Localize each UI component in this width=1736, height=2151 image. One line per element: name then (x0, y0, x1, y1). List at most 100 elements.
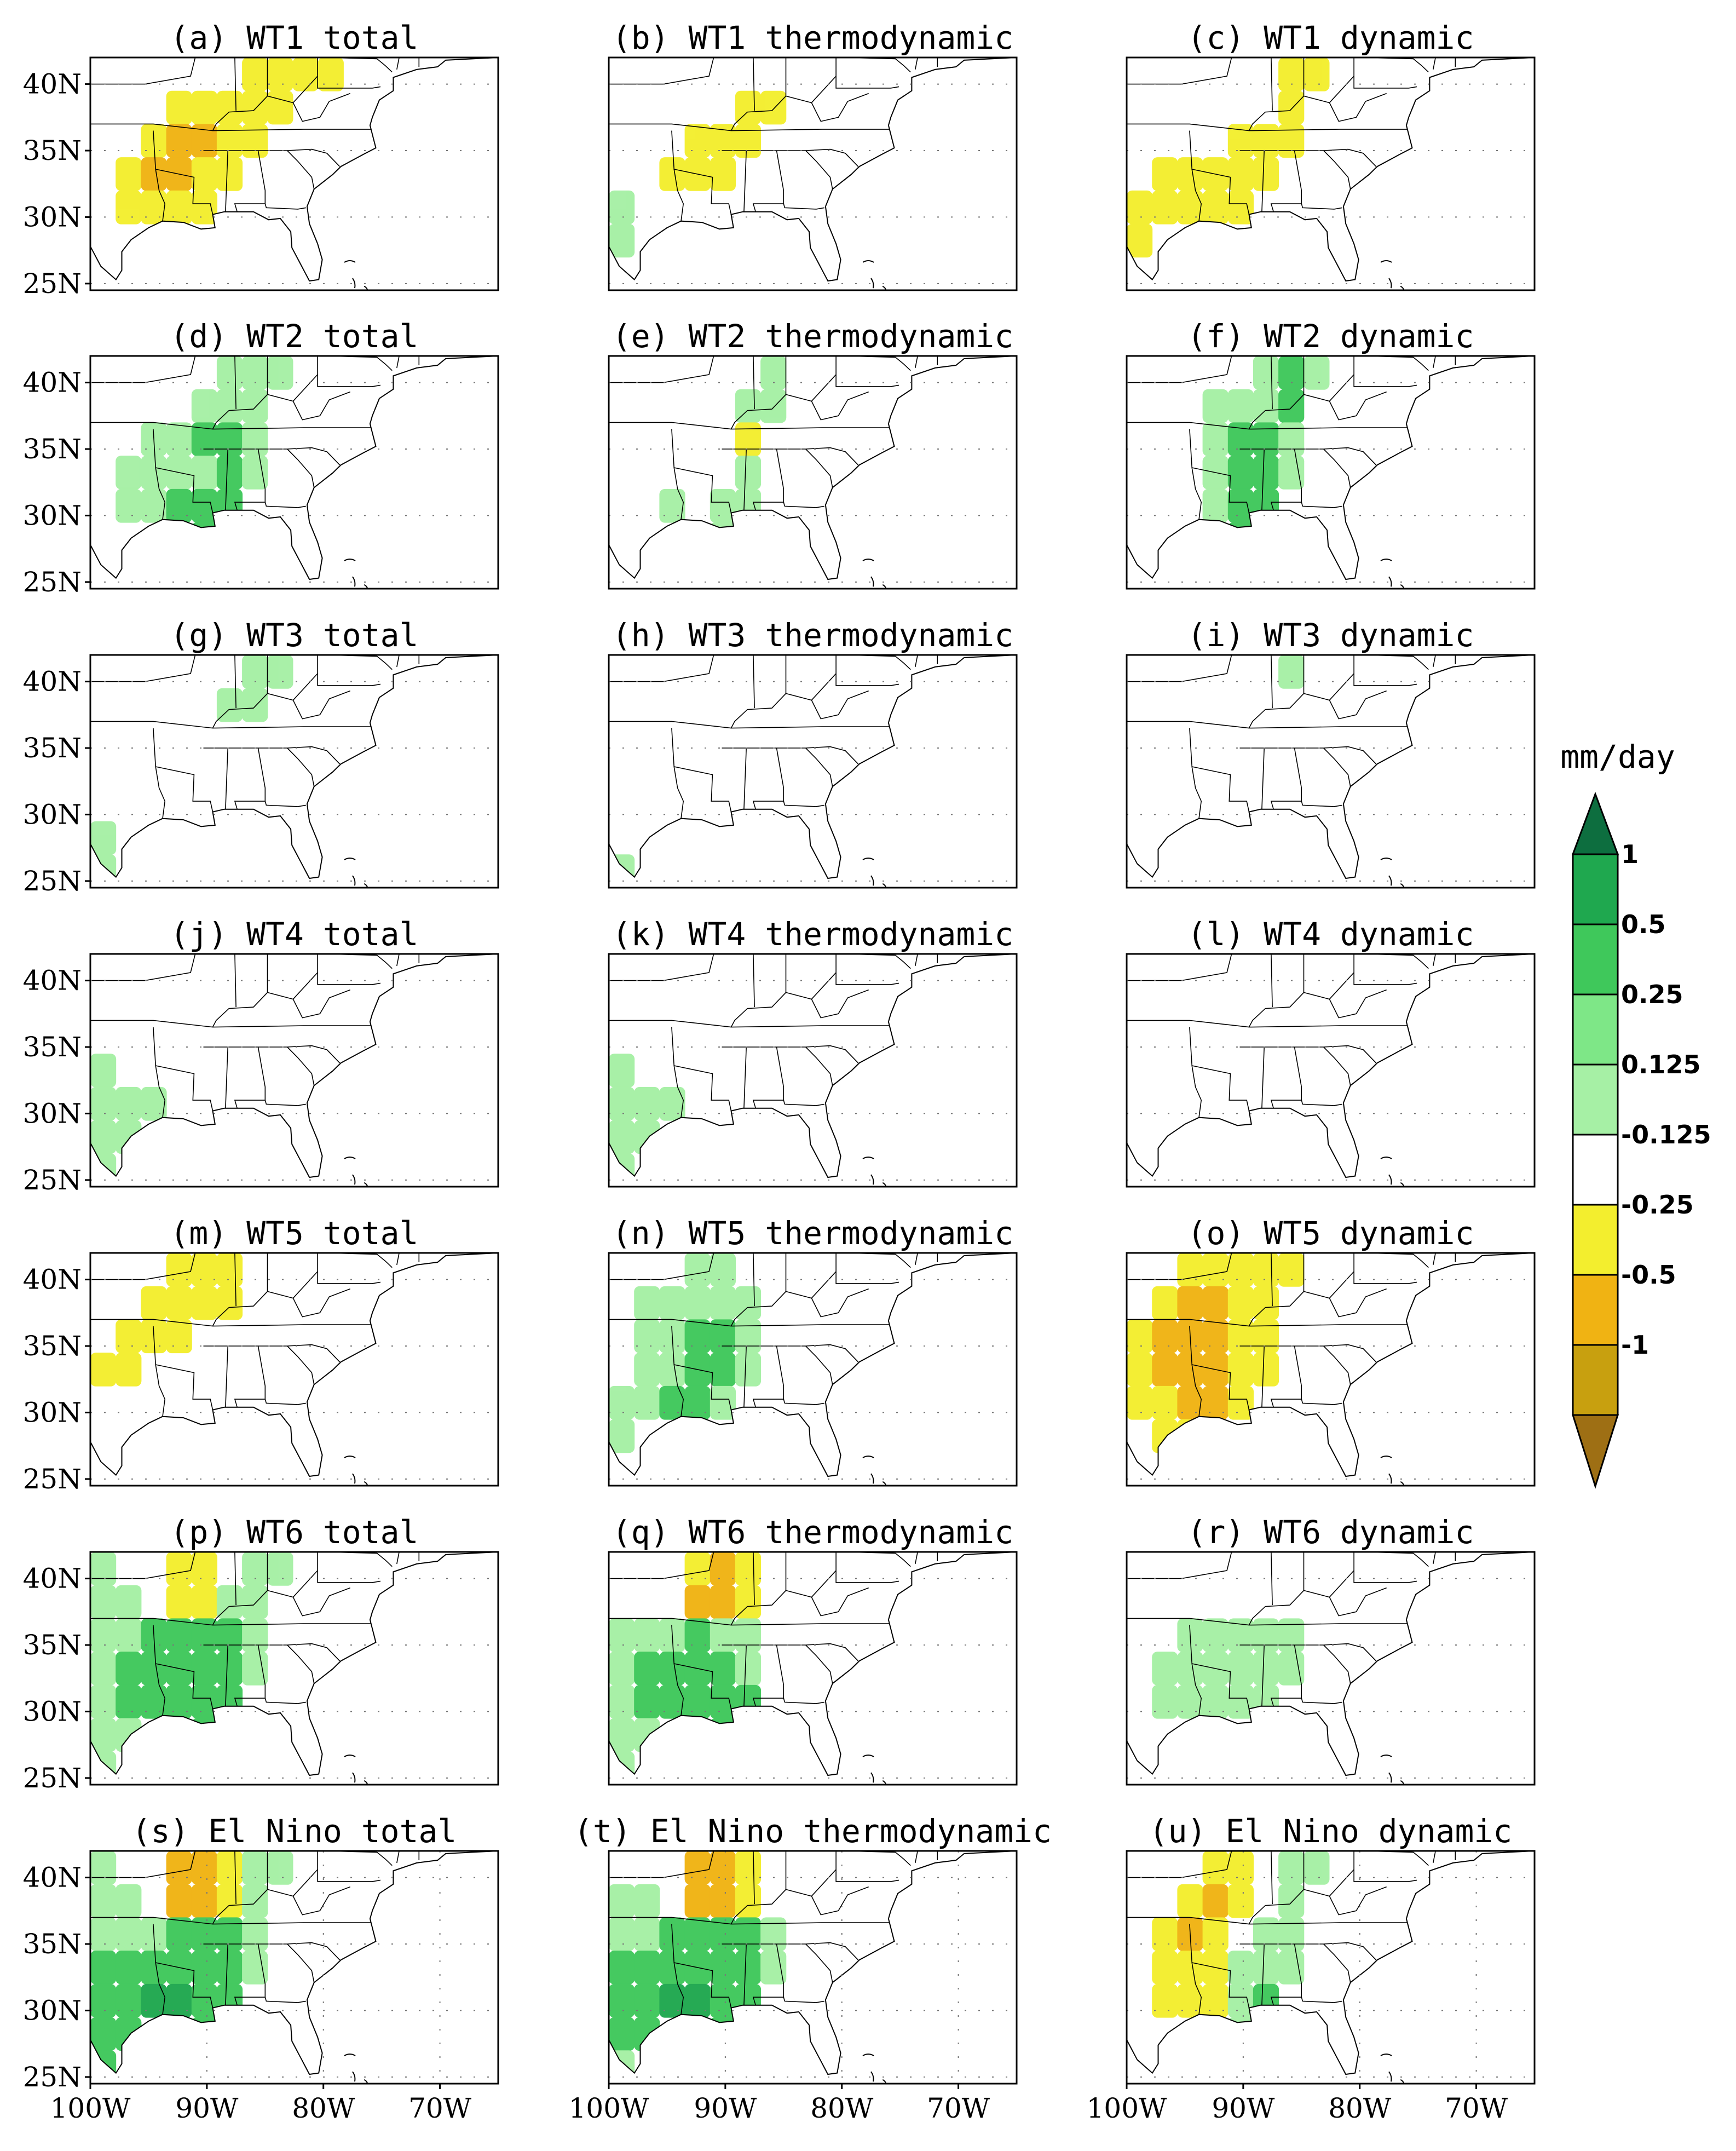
colorbar-unit: mm/day (1560, 738, 1675, 775)
ocean-mask (1127, 1851, 1535, 2084)
field-cell (684, 1917, 711, 1952)
lon-tick-label: 80W (292, 2092, 355, 2124)
state-boundary (1127, 1618, 1408, 1626)
field-cell (609, 1718, 635, 1752)
field-cell (216, 356, 243, 390)
field-cell (1127, 1319, 1153, 1354)
field-cell (1253, 422, 1279, 457)
field-cell (609, 1385, 635, 1420)
field-cell (90, 2017, 117, 2051)
state-boundary (1329, 1587, 1387, 1617)
field-cell (191, 1552, 217, 1586)
ocean-mask (609, 655, 1017, 888)
panel-title: (f) WT2 dynamic (1187, 318, 1474, 355)
field-cell (609, 1419, 635, 1453)
field-cell (735, 1353, 762, 1387)
field-cell (242, 57, 268, 91)
field-cell (1227, 1618, 1254, 1653)
state-boundary (752, 1046, 785, 1108)
field-cell (116, 1353, 142, 1387)
field-cell (166, 1851, 192, 1885)
state-boundary (722, 1045, 859, 1063)
lat-tick-label: 35N (23, 1330, 82, 1362)
state-boundary (671, 429, 732, 513)
state-boundary (317, 1272, 381, 1284)
state-boundary (743, 747, 747, 809)
map-panel-j: (j) WT4 total 40N 35N 30N 25N (23, 916, 499, 1196)
map-body (609, 1851, 1017, 2084)
field-cell (216, 422, 243, 457)
field-cell (1227, 1286, 1254, 1320)
panel-title: (k) WT4 thermodynamic (612, 916, 1013, 953)
field-cell (191, 422, 217, 457)
lat-tick-label: 40N (23, 367, 82, 399)
field-cell (1227, 1319, 1254, 1354)
field-cell (216, 124, 243, 158)
state-boundary (730, 1851, 837, 1924)
field-cell (116, 456, 142, 490)
state-boundary (1261, 1943, 1265, 2005)
field-cell (710, 1253, 736, 1287)
field-cell (141, 456, 167, 490)
field-cell (710, 1983, 736, 2018)
state-boundary (153, 1326, 214, 1410)
state-boundary (783, 502, 824, 508)
field-cell (141, 488, 167, 523)
state-boundary (292, 1886, 350, 1916)
field-cell (216, 157, 243, 191)
field-cell (242, 688, 268, 722)
state-boundary (1329, 690, 1387, 720)
field-cell (242, 1884, 268, 1918)
state-boundary (753, 1851, 755, 1905)
state-boundary (1329, 391, 1387, 421)
field-cell (90, 1684, 117, 1719)
field-cell (1177, 1286, 1203, 1320)
state-boundary (1329, 93, 1387, 122)
state-boundary (783, 1399, 824, 1405)
field-cell (1278, 655, 1305, 689)
field-cell (634, 1286, 660, 1320)
coastline (609, 1552, 1017, 1776)
state-boundary (225, 1046, 228, 1108)
field-cell (1127, 223, 1153, 258)
map-panel-l: (l) WT4 dynamic (1126, 916, 1536, 1188)
field-cell (90, 1851, 117, 1885)
field-cell (166, 1585, 192, 1619)
state-boundary (805, 150, 833, 189)
field-cell (166, 1917, 192, 1952)
island-outline (344, 1157, 368, 1187)
colorbar-segment (1572, 1274, 1619, 1346)
state-boundary (317, 674, 381, 686)
state-boundary (396, 655, 400, 668)
panel-title: (g) WT3 total (170, 617, 419, 654)
field-cell (216, 1951, 243, 1985)
panel-title: (n) WT5 thermodynamic (612, 1215, 1013, 1252)
field-cell (267, 90, 293, 125)
field-cell (90, 1054, 117, 1088)
lon-tick-label: 80W (1328, 2092, 1392, 2124)
map-frame (1126, 654, 1536, 889)
field-cell (90, 1983, 117, 2018)
panel-title: (s) El Nino total (132, 1813, 457, 1850)
lat-tick-label: 30N (23, 798, 82, 830)
field-cell (1152, 1385, 1178, 1420)
field-cell (659, 1951, 685, 1985)
state-boundary (915, 1552, 918, 1565)
state-boundary (212, 954, 318, 1027)
state-boundary (1433, 356, 1436, 369)
field-cell (634, 1086, 660, 1121)
state-boundary (1239, 447, 1377, 465)
field-cell (609, 1951, 635, 1985)
field-cell (191, 1684, 217, 1719)
field-cell (216, 1652, 243, 1686)
field-cell (242, 90, 268, 125)
field-cell (1202, 1851, 1229, 1885)
field-cell (191, 1851, 217, 1885)
coastline (1127, 954, 1535, 1178)
state-boundary (835, 1272, 899, 1284)
field-cell (166, 1319, 192, 1354)
state-boundary (225, 150, 228, 212)
state-boundary (1189, 130, 1250, 215)
colorbar-label: 0.5 (1621, 910, 1666, 939)
state-boundary (805, 1943, 833, 1983)
